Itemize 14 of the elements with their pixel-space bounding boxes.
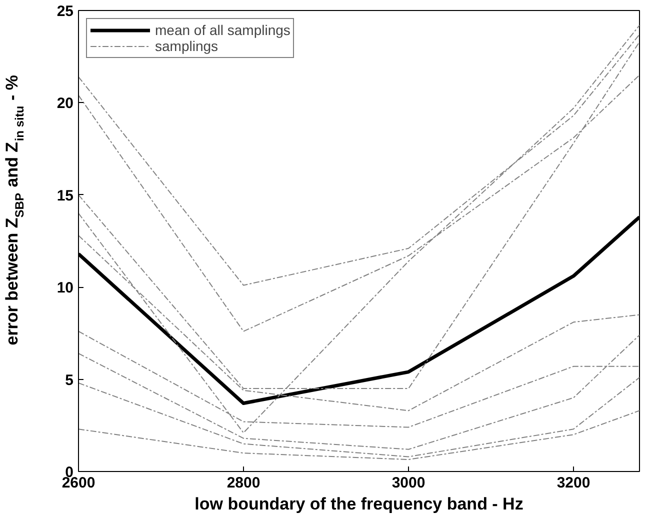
x-tick-label: 3200: [556, 474, 590, 492]
y-tick-label: 5: [65, 372, 74, 389]
line-series: [78, 334, 640, 450]
line-series: [78, 376, 640, 458]
x-tick-label: 2800: [226, 474, 260, 492]
legend-label: mean of all samplings: [155, 22, 290, 38]
x-axis-title: low boundary of the frequency band - Hz: [194, 494, 524, 514]
y-tick-label: 10: [56, 280, 74, 297]
x-tick-label: 3000: [392, 474, 426, 492]
legend-label: samplings: [155, 38, 218, 54]
y-tick-label: 20: [56, 95, 74, 112]
y-tick-label: 15: [56, 187, 74, 204]
y-tick-label: 25: [56, 3, 74, 20]
y-axis-title: error between ZSBP and Zin situ - %: [2, 74, 26, 346]
